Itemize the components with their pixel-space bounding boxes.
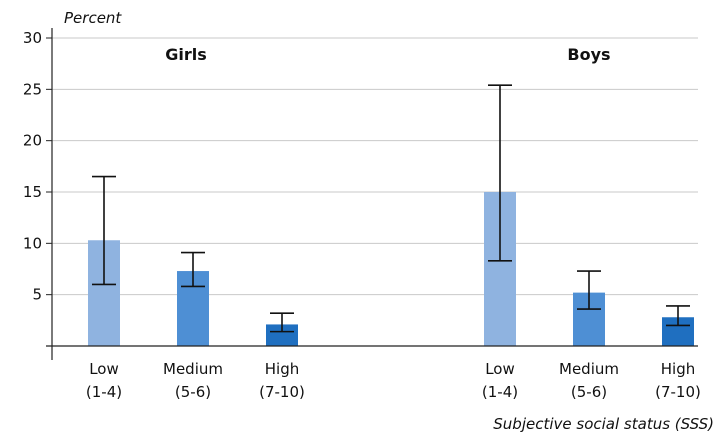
category-label: High [265, 360, 299, 378]
category-range-label: (5-6) [175, 383, 211, 401]
labels: 5 10 15 20 25 30 Girls Low (1-4) Medium (5-6) High (… [23, 29, 701, 401]
category-label: Low [485, 360, 515, 378]
category-range-label: (1-4) [482, 383, 518, 401]
y-axis-label: Percent [64, 9, 122, 27]
y-tick-label: 10 [23, 234, 42, 252]
group-label-boys: Boys [567, 45, 610, 64]
bar-girls-high [266, 324, 298, 346]
x-axis-label: Subjective social status (SSS) [493, 415, 714, 433]
y-tick-label: 15 [23, 183, 42, 201]
gridlines [52, 37, 698, 296]
error-bars [92, 84, 690, 333]
category-range-label: (5-6) [571, 383, 607, 401]
y-tick-label: 20 [23, 132, 42, 150]
y-tick-label: 5 [32, 286, 42, 304]
category-range-label: (1-4) [86, 383, 122, 401]
y-tick-label: 25 [23, 80, 42, 98]
category-label: Medium [559, 360, 619, 378]
y-tick-label: 30 [23, 29, 42, 47]
category-label: Medium [163, 360, 223, 378]
category-range-label: (7-10) [655, 383, 701, 401]
axes [46, 28, 698, 360]
category-label: Low [89, 360, 119, 378]
category-label: High [661, 360, 695, 378]
group-label-girls: Girls [165, 45, 207, 64]
category-range-label: (7-10) [259, 383, 305, 401]
bars [88, 192, 694, 346]
